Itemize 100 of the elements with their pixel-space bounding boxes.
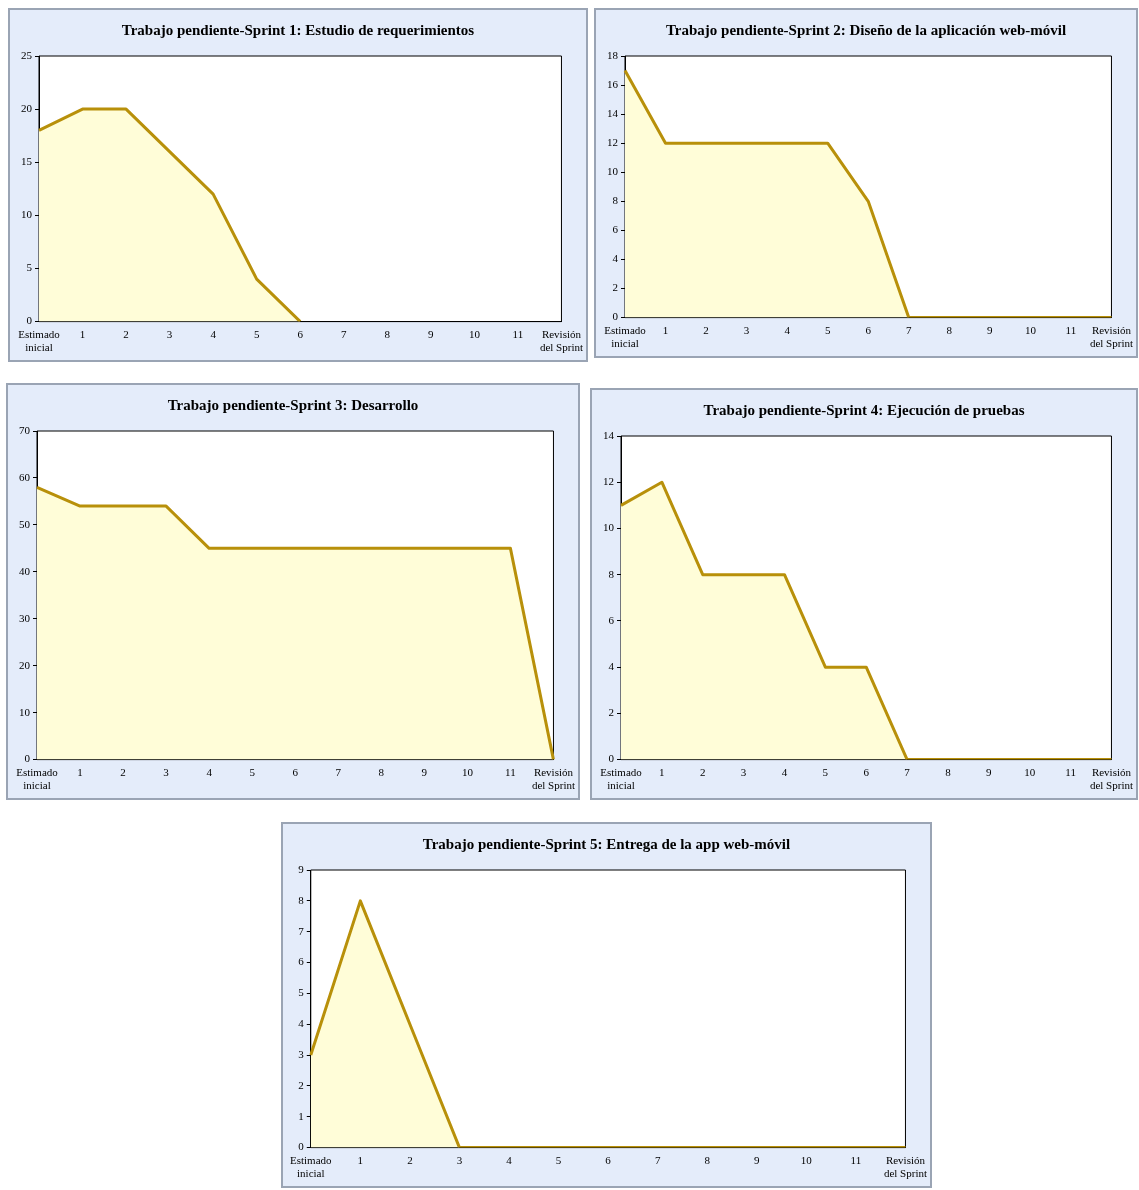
y-tick-label: 2 [608,706,614,719]
x-tick-label: 1 [77,766,83,779]
x-tick-label: 9 [421,766,428,779]
x-tick-label: 3 [166,328,173,341]
x-tick-label: Revisión del Sprint [1089,324,1134,350]
x-tick-label: 8 [378,766,385,779]
y-tick-label: 6 [298,955,305,968]
x-tick-label: 9 [754,1154,761,1167]
x-tick-label: 2 [407,1154,413,1167]
y-tick-label: 2 [612,281,618,294]
y-tick-label: 16 [607,77,619,90]
y-tick-label: 20 [21,102,33,115]
x-tick-label: 5 [253,328,260,341]
y-tick-label: 6 [608,613,615,626]
x-tick-label: Estimado inicial [18,328,61,354]
x-tick-label: 5 [822,766,829,779]
y-tick-label: 10 [21,208,33,221]
y-tick-label: 4 [298,1017,305,1030]
x-tick-label: 11 [850,1154,862,1167]
y-tick-label: 40 [19,564,31,577]
y-tick-label: 25 [21,48,33,61]
y-tick-label: 0 [612,310,619,323]
x-tick-label: 2 [699,766,706,779]
y-tick-label: 5 [26,261,33,274]
y-tick-label: 10 [607,165,619,178]
x-tick-label: Revisión del Sprint [539,328,584,354]
x-tick-label: 11 [505,766,516,779]
y-tick-label: 0 [24,752,31,765]
x-tick-label: Revisión del Sprint [531,766,576,792]
x-tick-label: 2 [703,324,709,337]
x-tick-label: 1 [357,1154,364,1167]
x-tick-label: 6 [865,324,872,337]
x-tick-label: 8 [384,328,391,341]
x-tick-label: 10 [800,1154,813,1167]
x-tick-label: 7 [341,328,348,341]
x-tick-label: 8 [945,766,952,779]
y-tick-label: 30 [19,611,31,624]
y-tick-label: 8 [298,893,305,906]
chart-title: Trabajo pendiente-Sprint 3: Desarrollo [167,396,419,413]
x-tick-label: 5 [555,1154,562,1167]
x-tick-label: 4 [781,766,788,779]
x-tick-label: 9 [986,766,993,779]
y-tick-label: 2 [298,1078,304,1091]
x-tick-label: 3 [743,324,750,337]
y-tick-label: 0 [608,752,615,765]
y-tick-label: 10 [19,705,31,718]
x-tick-label: 5 [249,766,256,779]
x-tick-label: 9 [987,324,994,337]
x-tick-label: 1 [79,328,86,341]
x-tick-label: 10 [461,766,474,779]
x-tick-label: 3 [456,1154,463,1167]
y-tick-label: 0 [298,1140,305,1153]
x-tick-label: Estimado inicial [16,766,59,792]
x-tick-label: 10 [468,328,481,341]
x-tick-label: 9 [428,328,435,341]
x-tick-label: 5 [824,324,831,337]
y-tick-label: 8 [608,567,615,580]
x-tick-label: 6 [863,766,870,779]
x-tick-label: 1 [662,324,669,337]
y-tick-label: 4 [608,660,615,673]
chart-title: Trabajo pendiente-Sprint 5: Entrega de la app web-móvil [422,835,791,852]
x-tick-label: 4 [206,766,213,779]
y-tick-label: 50 [19,517,31,530]
x-tick-label: 7 [654,1154,661,1167]
x-tick-label: 10 [1024,766,1036,779]
x-tick-label: 7 [906,324,913,337]
y-tick-label: 20 [19,658,31,671]
x-tick-label: 3 [163,766,170,779]
chart-title: Trabajo pendiente-Sprint 1: Estudio de requerimientos [121,21,475,38]
x-tick-label: 3 [740,766,747,779]
x-tick-label: Estimado inicial [289,1154,333,1180]
x-tick-label: 11 [1065,766,1076,779]
y-tick-label: 1 [298,1109,304,1122]
y-tick-label: 6 [612,223,619,236]
y-tick-label: 10 [603,521,615,534]
y-tick-label: 5 [298,986,305,999]
x-tick-label: 10 [1024,324,1037,337]
x-tick-label: Revisión del Sprint [883,1154,928,1180]
x-tick-label: Estimado inicial [600,766,643,792]
y-tick-label: 8 [612,194,619,207]
x-tick-label: 11 [512,328,524,341]
y-tick-label: 14 [603,428,615,441]
y-tick-label: 3 [298,1047,305,1060]
x-tick-label: 2 [123,328,129,341]
x-tick-label: 1 [659,766,665,779]
y-tick-label: 0 [26,314,33,327]
chart-title: Trabajo pendiente-Sprint 2: Diseño de la aplicación web-móvil [665,21,1067,38]
chart-title: Trabajo pendiente-Sprint 4: Ejecución de pruebas [703,401,1025,418]
x-tick-label: 4 [210,328,217,341]
y-tick-label: 15 [21,155,33,168]
y-tick-label: 60 [19,470,31,483]
y-tick-label: 4 [612,252,619,265]
x-tick-label: 11 [1065,324,1077,337]
y-tick-label: 18 [607,48,619,61]
y-tick-label: 70 [19,423,31,436]
x-tick-label: 7 [904,766,911,779]
x-tick-label: 2 [120,766,126,779]
y-tick-label: 12 [603,475,614,488]
x-tick-label: 8 [946,324,953,337]
x-tick-label: 4 [506,1154,513,1167]
